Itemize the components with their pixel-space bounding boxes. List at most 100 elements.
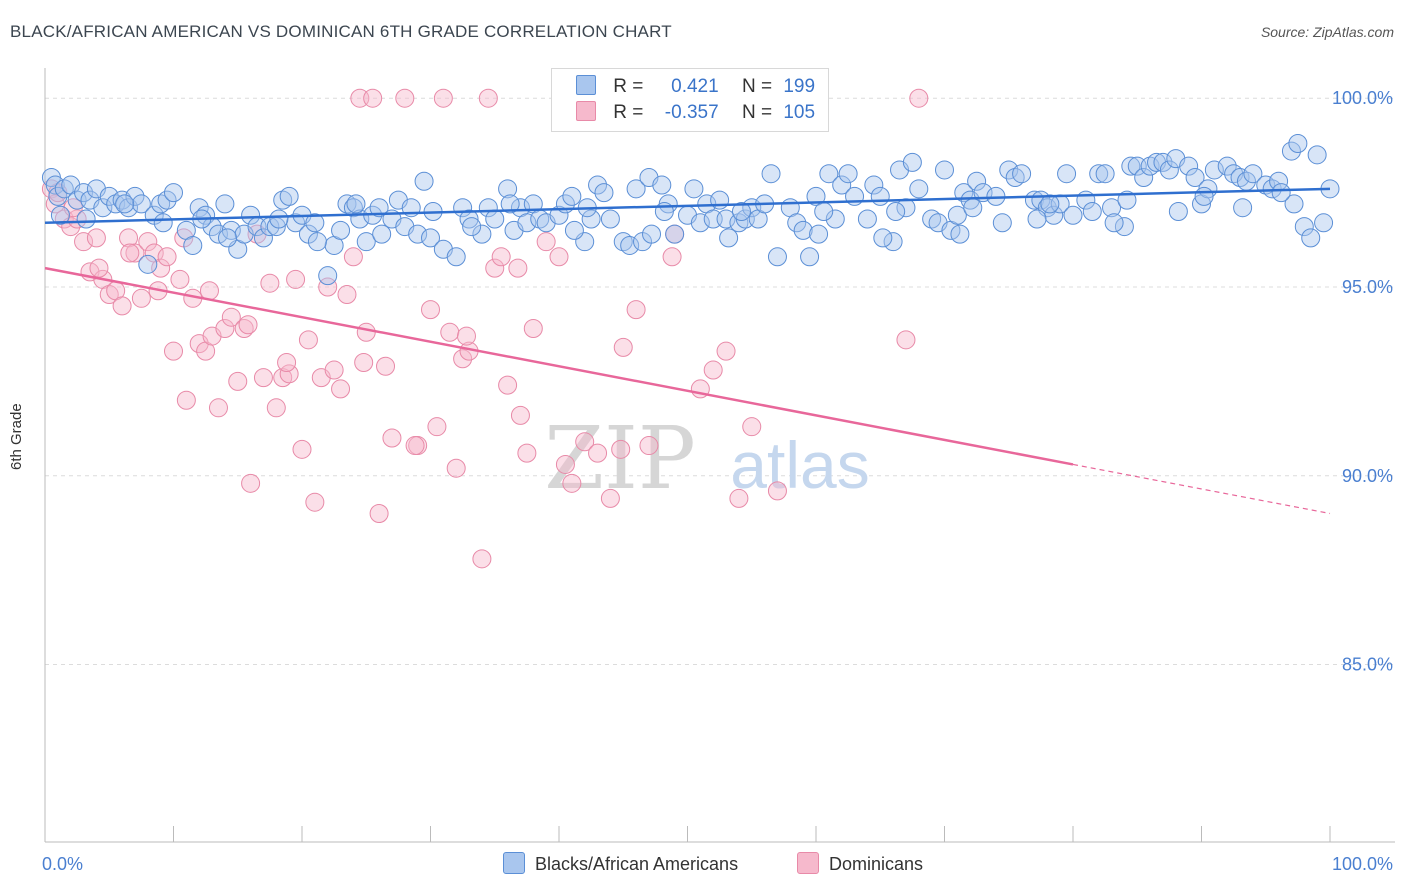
legend-item-dominicans[interactable]: Dominicans (797, 852, 923, 875)
dominicans-point (170, 269, 190, 289)
y-tick-label: 95.0% (1342, 277, 1393, 297)
dominicans-point (238, 315, 258, 335)
dominicans-point (260, 273, 280, 293)
blacks-point (183, 235, 203, 255)
blacks-point (48, 186, 68, 206)
dominicans-point (405, 436, 425, 456)
dominicans-point (125, 243, 145, 263)
blacks-point (620, 235, 640, 255)
dominicans-point (266, 398, 286, 418)
dominicans-point (74, 232, 94, 252)
blacks-point (54, 179, 74, 199)
dominicans-point (157, 247, 177, 267)
dominicans-point (298, 330, 318, 350)
dominicans-point (478, 88, 498, 108)
dominicans-point (273, 368, 293, 388)
dominicans-point (286, 269, 306, 289)
blacks-legend-label: Blacks/African Americans (535, 854, 739, 874)
blacks-point (731, 201, 751, 221)
source-label: Source: ZipAtlas.com (1260, 24, 1394, 40)
blacks-point (716, 209, 736, 229)
blacks-point (241, 205, 261, 225)
blacks-point (922, 209, 942, 229)
dominicans-point (549, 247, 569, 267)
blacks-point (883, 232, 903, 252)
blacks-point (125, 186, 145, 206)
dominicans-point (421, 300, 440, 320)
blacks-point (279, 186, 299, 206)
dominicans-point (440, 322, 460, 342)
blacks-point (935, 160, 954, 180)
blacks-point (372, 224, 392, 244)
blacks-point (1063, 205, 1083, 225)
dominicans-point (208, 398, 228, 418)
dominicans-point (453, 349, 473, 369)
n-label-pink: N = (741, 102, 773, 123)
blacks-point (138, 254, 158, 274)
chart-title: BLACK/AFRICAN AMERICAN VS DOMINICAN 6TH … (10, 22, 672, 41)
dominicans-point (382, 428, 402, 448)
blacks-point (74, 183, 94, 203)
dominicans-point (491, 247, 511, 267)
blacks-point (896, 198, 916, 218)
pink-swatch (576, 101, 596, 121)
y-tick-label: 100.0% (1332, 88, 1393, 108)
blacks-point (517, 213, 537, 233)
blacks-point (1153, 152, 1173, 172)
blacks-point (886, 201, 906, 221)
dominicans-point (343, 247, 363, 267)
blue-swatch (576, 75, 596, 95)
dominicans-point (337, 285, 357, 305)
blacks-point (562, 186, 582, 206)
blacks-point (838, 164, 858, 184)
blacks-trendline (44, 187, 1331, 225)
blacks-point (1301, 228, 1321, 248)
blacks-point (1012, 164, 1032, 184)
blacks-point (1104, 213, 1124, 233)
blacks-point (684, 179, 704, 199)
blacks-point (613, 232, 633, 252)
trendlines (44, 187, 1331, 515)
dominicans-point (395, 88, 415, 108)
blacks-point (151, 194, 171, 214)
dominicans-point (138, 232, 158, 252)
dominicans-point (508, 258, 528, 278)
tick-labels: 85.0% 90.0% 95.0% 100.0% 0.0% 100.0% (42, 88, 1393, 874)
dominicans-point (562, 473, 582, 493)
blacks-point (1271, 183, 1291, 203)
blacks-point (870, 186, 890, 206)
blacks-point (164, 183, 183, 203)
r-label-pink: R = (613, 102, 644, 123)
y-tick-label: 90.0% (1342, 466, 1393, 486)
dominicans-point (99, 285, 119, 305)
blacks-point (564, 220, 584, 240)
blacks-point (719, 228, 739, 248)
dominicans-point (896, 330, 916, 350)
dominicans-point (112, 296, 132, 316)
blacks-point (500, 194, 520, 214)
blacks-point (1114, 217, 1134, 237)
dominicans-point (215, 319, 235, 339)
dominicans-point (433, 88, 453, 108)
dominicans-point (363, 88, 383, 108)
legend-item-blacks[interactable]: Blacks/African Americans (503, 852, 738, 875)
blacks-point (414, 171, 434, 191)
n-value-blue: 199 (783, 76, 816, 97)
blacks-point (153, 213, 173, 233)
blacks-point (1185, 167, 1205, 187)
r-label-blue: R = (613, 76, 644, 97)
blacks-point (1040, 194, 1060, 214)
dominicans-point (716, 341, 736, 361)
blacks-point (1089, 164, 1109, 184)
dominicans-point (45, 194, 65, 214)
blacks-swatch (503, 852, 525, 874)
legend-row-pink: R = -0.357 N = 105 (576, 101, 815, 127)
dominicans-point (277, 352, 297, 372)
dominicans-point (767, 481, 787, 501)
dominicans-point (324, 360, 344, 380)
blacks-point (131, 194, 151, 214)
blacks-point (119, 198, 139, 218)
blacks-point (761, 164, 781, 184)
dominicans-trendline-extension (1072, 463, 1331, 515)
blacks-point (1082, 201, 1102, 221)
